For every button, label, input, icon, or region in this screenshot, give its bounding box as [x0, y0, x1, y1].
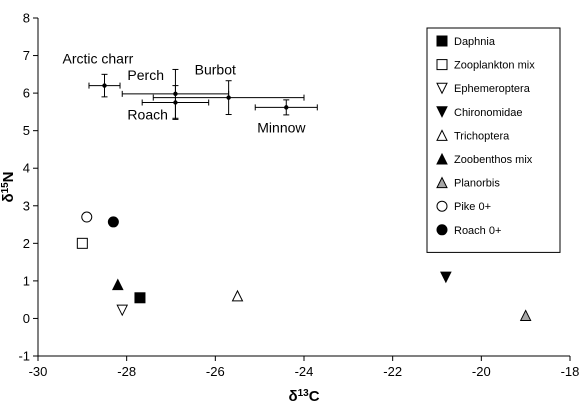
legend-marker-trichoptera	[436, 129, 448, 141]
legend-label: Planorbis	[454, 178, 500, 190]
legend-entry-planorbis: Planorbis	[436, 176, 500, 190]
legend-marker-zooplankton-mix	[436, 59, 448, 71]
x-tick-label: -22	[383, 364, 402, 379]
label-perch: Perch	[127, 67, 164, 83]
legend-entry-pike-0: Pike 0+	[436, 200, 491, 213]
legend-label: Daphnia	[454, 36, 496, 48]
x-tick-label: -28	[117, 364, 136, 379]
y-tick-label: 7	[23, 48, 30, 63]
legend-marker-chironomidae	[436, 106, 448, 118]
y-tick-label: 4	[23, 161, 30, 176]
fish-point-minnow	[284, 105, 289, 110]
legend-entry-zoobenthos-mix: Zoobenthos mix	[436, 152, 533, 166]
prey-point-zoobenthos-mix	[111, 278, 124, 291]
y-tick-label: 3	[23, 198, 30, 213]
legend-label: Zooplankton mix	[454, 60, 535, 72]
prey-point-trichoptera	[231, 289, 244, 302]
prey-point-ephemeroptera	[116, 304, 129, 317]
x-tick-label: -26	[206, 364, 225, 379]
legend-marker-planorbis	[436, 176, 448, 189]
legend-entry-trichoptera: Trichoptera	[436, 129, 510, 142]
label-burbot: Burbot	[195, 62, 236, 78]
fish-point-perch	[173, 91, 178, 97]
y-tick-label: 5	[23, 123, 30, 138]
legend-label: Zoobenthos mix	[454, 154, 533, 166]
y-tick-label: -1	[18, 349, 30, 364]
axes	[33, 17, 571, 361]
legend-entry-daphnia: Daphnia	[436, 35, 496, 48]
legend-entry-ephemeroptera: Ephemeroptera	[436, 82, 531, 95]
prey-point-roach-0	[107, 216, 119, 228]
y-tick-label: 6	[23, 86, 30, 101]
legend-marker-roach-0	[436, 224, 448, 236]
y-tick-label: 1	[23, 273, 30, 288]
legend-entry-zooplankton-mix: Zooplankton mix	[436, 59, 535, 72]
label-roach: Roach	[127, 107, 167, 123]
tick-labels: -30 -28 -26 -24 -22 -20 -18 -1 0 1 2 3 4 5 6 7 8	[18, 11, 579, 380]
fish-point-arctic-charr	[102, 83, 107, 88]
legend-label: Pike 0+	[454, 201, 491, 213]
prey-point-zooplankton-mix	[76, 237, 88, 249]
label-arctic-charr: Arctic charr	[63, 51, 134, 67]
legend-entry-roach-0: Roach 0+	[436, 224, 501, 237]
prey-point-pike-0	[81, 211, 93, 223]
y-tick-label: 0	[23, 311, 30, 326]
legend-marker-ephemeroptera	[436, 82, 448, 95]
legend-label: Trichoptera	[454, 130, 510, 142]
fish-point-roach	[173, 100, 178, 105]
prey-points	[76, 211, 532, 321]
legend-marker-zoobenthos-mix	[436, 152, 448, 165]
x-tick-label: -30	[29, 364, 48, 379]
legend: Daphnia Zooplankton mix Ephemeroptera Chiro…	[426, 27, 561, 253]
y-axis-title: δ15N	[0, 171, 17, 202]
prey-point-chironomidae	[440, 271, 452, 284]
legend-label: Roach 0+	[454, 225, 501, 237]
legend-label: Ephemeroptera	[454, 83, 531, 95]
fish-point-burbot	[226, 95, 231, 100]
x-axis-title: δ13C	[288, 388, 319, 406]
legend-entry-chironomidae: Chironomidae	[436, 106, 522, 119]
x-tick-label: -20	[472, 364, 491, 379]
x-tick-label: -18	[561, 364, 580, 379]
legend-box	[426, 27, 561, 253]
legend-marker-daphnia	[436, 35, 448, 47]
prey-point-planorbis	[519, 309, 532, 321]
y-tick-label: 2	[23, 236, 30, 251]
legend-label: Chironomidae	[454, 107, 522, 119]
y-tick-label: 8	[23, 11, 30, 26]
legend-marker-pike-0	[436, 200, 448, 212]
x-tick-label: -24	[295, 364, 314, 379]
label-minnow: Minnow	[257, 119, 306, 135]
prey-point-daphnia	[134, 292, 146, 304]
